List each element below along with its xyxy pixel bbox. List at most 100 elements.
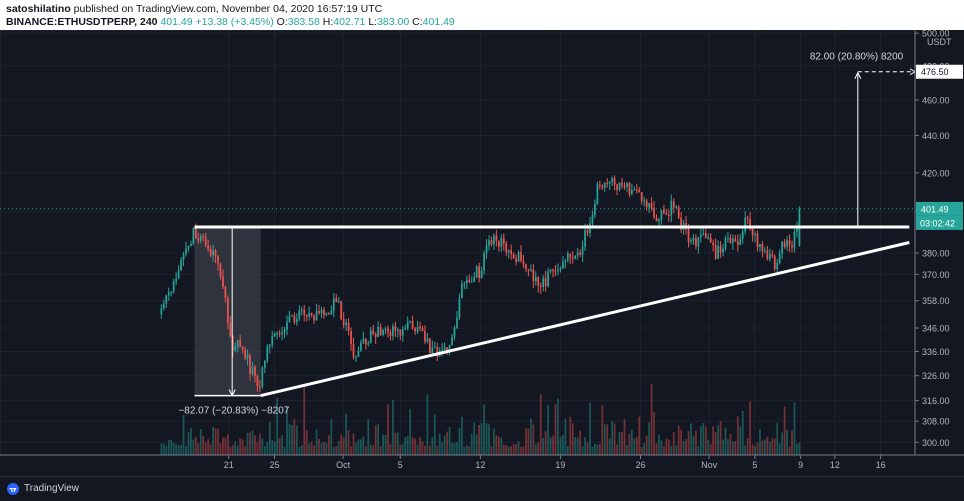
volume-bar (313, 445, 315, 455)
volume-bar (315, 429, 318, 455)
volume-bar (564, 418, 567, 455)
candle-body (281, 332, 283, 334)
candle-body (525, 264, 527, 270)
volume-bar (377, 423, 380, 455)
volume-bar (323, 442, 325, 455)
candle-body (515, 258, 517, 262)
volume-bar (251, 430, 254, 455)
candle-body (377, 326, 380, 337)
volume-bar (433, 414, 436, 455)
volume-bar (194, 437, 197, 455)
volume-bar (276, 397, 279, 455)
candle-body (239, 339, 242, 348)
volume-bar (729, 433, 732, 455)
volume-bar (717, 425, 719, 455)
candle-body (419, 326, 421, 329)
volume-bar (603, 424, 606, 455)
volume-bar (724, 427, 727, 455)
candle-body (310, 312, 313, 316)
candle-body (480, 270, 483, 279)
volume-bar (396, 432, 399, 455)
volume-bar (687, 431, 690, 455)
volume-bar (798, 442, 801, 455)
candle-body (483, 253, 485, 271)
publish-info: satoshilatino published on TradingView.c… (6, 3, 382, 15)
candle-body (350, 330, 352, 345)
symbol-label[interactable]: BINANCE:ETHUSDTPERP, 240 (6, 16, 158, 28)
volume-bar (424, 445, 426, 455)
candle-body (387, 328, 389, 333)
volume-bar (227, 434, 229, 455)
candle-body (633, 189, 636, 191)
candle-body (729, 237, 732, 243)
candle-body (497, 240, 500, 247)
candle-body (596, 184, 599, 204)
candle-body (204, 236, 207, 246)
candle-body (416, 326, 419, 332)
candle-body (291, 315, 293, 317)
candle-body (645, 200, 648, 208)
volume-bar (374, 425, 377, 455)
candle-body (537, 277, 540, 286)
candlesticks (160, 175, 801, 392)
volume-bar (197, 442, 200, 455)
candle-body (611, 177, 614, 182)
footer-bar: TradingView (0, 476, 964, 501)
volume-bar (677, 425, 680, 455)
candle-body (542, 277, 545, 287)
volume-bar (204, 442, 207, 455)
volume-bar (478, 424, 481, 455)
volume-bar (473, 422, 476, 455)
candle-body (328, 313, 330, 315)
volume-bar (295, 425, 298, 455)
candle-body (586, 230, 589, 234)
candle-body (185, 248, 187, 255)
candle-body (796, 227, 798, 232)
volume-bar (443, 435, 446, 455)
candle-body (305, 314, 308, 317)
volume-bar (283, 446, 286, 455)
volume-bar (485, 423, 488, 455)
price-chart[interactable]: −82.07 (−20.83%) −8207 82.00 (20.80%) 820… (0, 0, 964, 476)
candle-body (411, 320, 414, 329)
close-label: C: (412, 16, 423, 28)
candle-body (278, 333, 281, 335)
candle-body (768, 254, 771, 259)
author-name[interactable]: satoshilatino (6, 3, 71, 15)
candle-body (335, 298, 338, 303)
candle-body (697, 237, 700, 247)
volume-bar (601, 405, 604, 455)
candle-body (298, 310, 301, 320)
publish-details: published on TradingView.com, November 0… (70, 3, 383, 15)
candle-body (229, 322, 232, 336)
volume-bar (429, 445, 431, 455)
candle-body (527, 269, 530, 271)
tradingview-logo-icon[interactable] (6, 483, 20, 495)
volume-bar (502, 444, 505, 455)
volume-bar (222, 437, 224, 455)
volume-bar (645, 435, 648, 455)
candle-body (313, 315, 315, 321)
tradingview-brand[interactable]: TradingView (24, 483, 80, 494)
ohlc-legend: BINANCE:ETHUSDTPERP, 240 401.49 +13.38 (… (6, 16, 455, 28)
candle-body (347, 322, 350, 331)
candle-body (495, 235, 498, 241)
volume-bar (699, 426, 702, 455)
volume-bar (626, 444, 628, 455)
candle-body (534, 277, 537, 282)
volume-bar (793, 402, 796, 455)
candle-body (448, 345, 451, 353)
volume-bar (530, 418, 532, 455)
volume-bar (190, 427, 192, 455)
volume-bar (598, 443, 601, 455)
volume-bar (497, 436, 500, 455)
volume-bar (436, 445, 439, 455)
candle-body (461, 283, 463, 299)
volume-bar (465, 445, 468, 455)
candle-body (764, 250, 766, 252)
volume-bar (394, 432, 397, 455)
volume-bar (751, 444, 754, 455)
candle-body (490, 240, 493, 245)
volume-bar (389, 444, 392, 455)
candle-body (295, 319, 298, 323)
